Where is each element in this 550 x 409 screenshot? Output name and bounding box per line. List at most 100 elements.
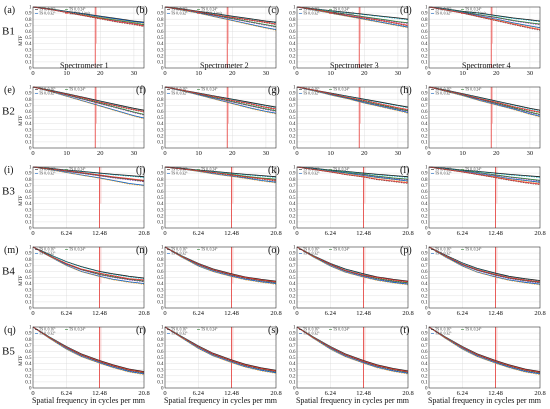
- x-tick-label: 12.48: [224, 390, 239, 397]
- x-tick-label: 10: [327, 150, 334, 157]
- y-tick-label: 1: [161, 86, 164, 91]
- legend-entry: TS 0, 0.24°: [201, 8, 218, 13]
- series-line: [296, 326, 409, 372]
- legend-entry: TS 0, 0.32°: [171, 12, 188, 17]
- column-header: Spectrometer 4: [462, 61, 511, 70]
- y-tick-label: 0.8: [289, 18, 296, 23]
- series-line-partner: [32, 246, 145, 285]
- y-tick-label: 0.3: [25, 368, 32, 373]
- y-tick-label: 1: [425, 326, 428, 331]
- x-tick-label: 0: [31, 390, 34, 397]
- y-tick-label: 0: [425, 67, 428, 72]
- y-tick-label: 1: [293, 86, 296, 91]
- y-tick-label: 0.6: [421, 350, 428, 355]
- legend-entry: TS Diff. Limit: [465, 12, 486, 16]
- panel-label: (k): [268, 165, 280, 176]
- x-tick-label: 20.8: [534, 390, 545, 397]
- y-tick-label: 1: [161, 326, 164, 331]
- y-tick-label: 0.7: [289, 24, 296, 29]
- y-tick-label: 0.2: [25, 374, 32, 379]
- x-tick-label: 20.8: [402, 390, 413, 397]
- y-tick-label: 0.5: [421, 196, 428, 201]
- x-tick-label: 6.24: [61, 390, 73, 397]
- series-line-partner: [428, 246, 541, 283]
- y-tick-label: 0.3: [157, 128, 164, 133]
- y-tick-label: 0.6: [289, 270, 296, 275]
- panel: 00.10.20.30.40.50.60.70.80.910 6.24 12.48 2…: [136, 165, 282, 237]
- y-tick-label: 0.7: [25, 344, 32, 349]
- y-tick-label: 0.8: [25, 338, 32, 343]
- y-tick-label: 0.3: [289, 368, 296, 373]
- x-tick-label: 0: [427, 390, 430, 397]
- x-tick-label: 6.24: [457, 310, 469, 317]
- legend-entry: TS 0, 0.32°: [435, 332, 452, 337]
- plot-frame: [428, 246, 541, 309]
- legend-entry: TS 0, 0.32°: [303, 332, 320, 337]
- y-tick-label: 0.4: [25, 282, 32, 287]
- y-tick-label: 0.3: [421, 208, 428, 213]
- series-line: [296, 6, 409, 20]
- y-tick-label: 0.7: [289, 344, 296, 349]
- legend-entry: TS 0, 0.24°: [465, 168, 482, 173]
- y-axis-title: MTF: [19, 115, 24, 126]
- legend-entry: TS 0, 0.32°: [435, 92, 452, 97]
- x-tick-label: 20.8: [270, 230, 281, 237]
- y-tick-label: 1: [425, 166, 428, 171]
- y-tick-label: 0.5: [25, 276, 32, 281]
- y-tick-label: 0.3: [25, 288, 32, 293]
- x-tick-label: 20: [493, 150, 500, 157]
- y-tick-label: 0.6: [25, 30, 32, 35]
- legend-entry: TS 0, 0.24°: [465, 248, 482, 253]
- x-tick-label: 20: [493, 70, 500, 77]
- series-line-partner: [164, 166, 277, 182]
- y-tick-label: 0.1: [289, 141, 296, 146]
- y-tick-label: 0.3: [25, 128, 32, 133]
- y-tick-label: 0.8: [157, 258, 164, 263]
- x-tick-label: 0: [427, 150, 430, 157]
- series-line-partner: [32, 166, 145, 178]
- series-line-partner: [32, 246, 145, 280]
- series-line: [428, 326, 541, 372]
- y-tick-label: 0.1: [25, 61, 32, 66]
- series-line-partner: [296, 6, 409, 21]
- series-line-partner: [428, 86, 541, 118]
- y-tick-label: 0.9: [421, 12, 428, 17]
- y-tick-label: 0.4: [157, 282, 164, 287]
- series-line: [32, 6, 145, 26]
- series-line: [164, 246, 277, 283]
- y-tick-label: 1: [29, 166, 32, 171]
- panel: 00.10.20.30.40.50.60.70.80.910 6.24 12.48 2…: [268, 165, 414, 237]
- legend-entry: TS 0, 0.16°: [39, 248, 56, 253]
- plot-frame: [164, 86, 277, 149]
- series-line-partner: [428, 86, 541, 112]
- series-line: [32, 326, 145, 373]
- y-tick-label: 0.6: [25, 350, 32, 355]
- y-tick-label: 1: [293, 6, 296, 11]
- x-tick-label: 12.48: [92, 390, 107, 397]
- y-tick-label: 0.2: [421, 134, 428, 139]
- y-tick-label: 0.5: [157, 36, 164, 41]
- y-tick-label: 0.8: [421, 98, 428, 103]
- panel: 00.10.20.30.40.50.60.70.80.910 6.24 12.48 2…: [268, 325, 414, 397]
- y-tick-label: 0.1: [157, 221, 164, 226]
- x-tick-label: 6.24: [61, 310, 73, 317]
- x-tick-label: 20: [97, 70, 104, 77]
- series-line-partner: [428, 6, 541, 31]
- series-line-partner: [428, 166, 541, 178]
- y-tick-label: 0.5: [289, 356, 296, 361]
- row-label: B4: [2, 265, 15, 277]
- series-line-partner: [164, 246, 277, 285]
- legend-entry: TS 0, 0.16°: [171, 168, 188, 173]
- legend-entry: TS 0, 0.16°: [171, 248, 188, 253]
- legend-entry: TS 0, 0.16°: [171, 8, 188, 13]
- series-line: [428, 6, 541, 22]
- series-line: [164, 6, 277, 25]
- panel-label: (p): [400, 245, 412, 256]
- x-tick-label: 0: [163, 390, 166, 397]
- y-tick-label: 0.8: [421, 178, 428, 183]
- y-tick-label: 0: [161, 67, 164, 72]
- y-tick-label: 0.7: [421, 184, 428, 189]
- y-tick-label: 0.3: [289, 48, 296, 53]
- y-tick-label: 0.1: [421, 381, 428, 386]
